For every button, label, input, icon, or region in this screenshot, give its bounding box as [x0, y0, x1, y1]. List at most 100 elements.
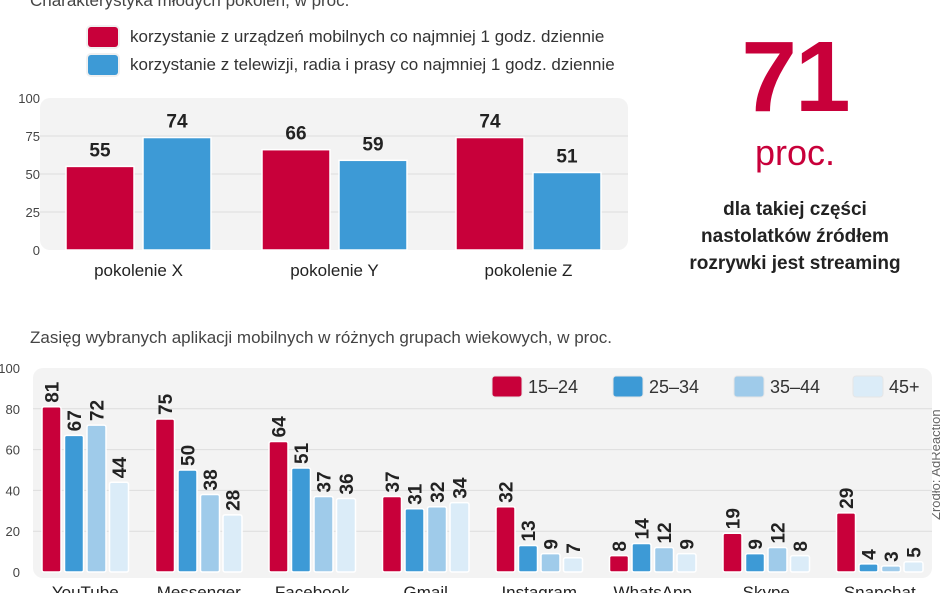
- legend-swatch: [612, 375, 644, 398]
- data-label: 3: [882, 551, 903, 562]
- y-tick-label: 100: [0, 361, 20, 376]
- bar: [222, 514, 243, 573]
- data-label: 29: [837, 488, 858, 509]
- data-label: 4: [860, 549, 881, 560]
- data-label: 55: [89, 140, 111, 161]
- highlight-description: dla takiej części nastolatków źródłem ro…: [670, 196, 920, 277]
- bar: [631, 542, 652, 573]
- legend-swatch: [733, 375, 765, 398]
- legend-label: 45+: [889, 377, 920, 397]
- legend-label: korzystanie z urządzeń mobilnych co najm…: [130, 27, 605, 46]
- data-label: 13: [519, 520, 540, 541]
- y-tick-label: 0: [13, 565, 20, 580]
- bar: [268, 440, 289, 573]
- data-label: 8: [610, 541, 631, 552]
- data-label: 74: [479, 112, 501, 133]
- data-label: 64: [270, 416, 291, 438]
- bar: [835, 512, 857, 573]
- legend-label: 25–34: [649, 377, 699, 397]
- data-label: 38: [201, 469, 222, 490]
- data-label: 9: [678, 539, 699, 550]
- bar: [338, 159, 408, 251]
- y-tick-label: 100: [18, 91, 40, 106]
- bar: [903, 561, 924, 573]
- bar: [540, 552, 561, 573]
- description-line: nastolatków źródłem: [701, 226, 889, 247]
- y-tick-label: 0: [33, 243, 40, 258]
- bar: [142, 136, 212, 251]
- bar: [313, 495, 334, 573]
- data-label: 32: [497, 482, 518, 503]
- bar: [404, 508, 425, 573]
- highlight-unit: proc.: [754, 132, 836, 173]
- data-label: 37: [315, 471, 336, 492]
- category-label: pokolenie Y: [290, 261, 379, 280]
- bar: [744, 552, 766, 573]
- legend-item-mobile: korzystanie z urządzeń mobilnych co najm…: [88, 27, 604, 47]
- legend-label: 35–44: [770, 377, 820, 397]
- category-label: Skype: [743, 583, 790, 593]
- plot-background: [33, 368, 932, 578]
- bar: [562, 556, 584, 573]
- bar: [41, 406, 62, 573]
- data-label: 37: [383, 471, 404, 492]
- bar: [455, 136, 525, 251]
- bar: [608, 554, 630, 573]
- y-tick-label: 50: [26, 167, 40, 182]
- legend-swatch: [491, 375, 523, 398]
- bar: [381, 495, 403, 573]
- bar: [86, 424, 107, 573]
- y-tick-label: 40: [6, 483, 20, 498]
- data-label: 72: [88, 400, 109, 421]
- data-label: 31: [406, 483, 427, 505]
- y-tick-label: 25: [26, 205, 40, 220]
- bar: [290, 467, 312, 573]
- data-label: 12: [769, 522, 790, 543]
- chart2-title: Zasięg wybranych aplikacji mobilnych w r…: [30, 328, 613, 347]
- data-label: 9: [746, 539, 767, 550]
- category-label: Facebook: [275, 583, 350, 593]
- category-label: Gmail: [404, 583, 448, 593]
- data-label: 28: [224, 490, 245, 511]
- bar: [767, 546, 788, 573]
- bar: [858, 563, 879, 573]
- bar: [426, 505, 448, 573]
- data-label: 12: [655, 522, 676, 543]
- data-label: 50: [179, 445, 200, 466]
- bar: [495, 505, 516, 573]
- y-tick-label: 60: [6, 443, 20, 458]
- bar: [63, 434, 85, 573]
- bar: [789, 554, 811, 573]
- data-label: 19: [724, 508, 745, 529]
- data-label: 36: [337, 473, 358, 494]
- data-label: 67: [65, 410, 86, 431]
- y-tick-label: 20: [6, 524, 20, 539]
- category-label: Messenger: [157, 583, 241, 593]
- data-label: 66: [285, 124, 306, 145]
- legend-item-tv: korzystanie z telewizji, radia i prasy c…: [88, 55, 615, 75]
- bar: [177, 469, 198, 573]
- highlight-number: 71: [741, 21, 850, 133]
- bar: [517, 544, 539, 573]
- bar: [449, 501, 470, 573]
- legend-label: 15–24: [528, 377, 578, 397]
- description-line: dla takiej części: [723, 199, 867, 220]
- bar: [335, 497, 357, 573]
- bar: [199, 493, 221, 573]
- data-label: 81: [43, 381, 64, 403]
- legend-label: korzystanie z telewizji, radia i prasy c…: [130, 55, 615, 74]
- legend-swatch: [88, 27, 118, 47]
- chart1-title: Charakterystyka młodych pokoleń, w proc.: [30, 0, 350, 10]
- y-tick-label: 75: [26, 129, 40, 144]
- data-label: 9: [542, 539, 563, 550]
- legend-swatch: [88, 55, 118, 75]
- bar: [653, 546, 675, 573]
- description-line: rozrywki jest streaming: [689, 253, 901, 274]
- data-label: 75: [156, 393, 177, 415]
- category-label: pokolenie X: [94, 261, 183, 280]
- category-label: Instagram: [501, 583, 577, 593]
- data-label: 32: [428, 482, 449, 503]
- bar: [722, 532, 743, 573]
- data-label: 8: [791, 541, 812, 552]
